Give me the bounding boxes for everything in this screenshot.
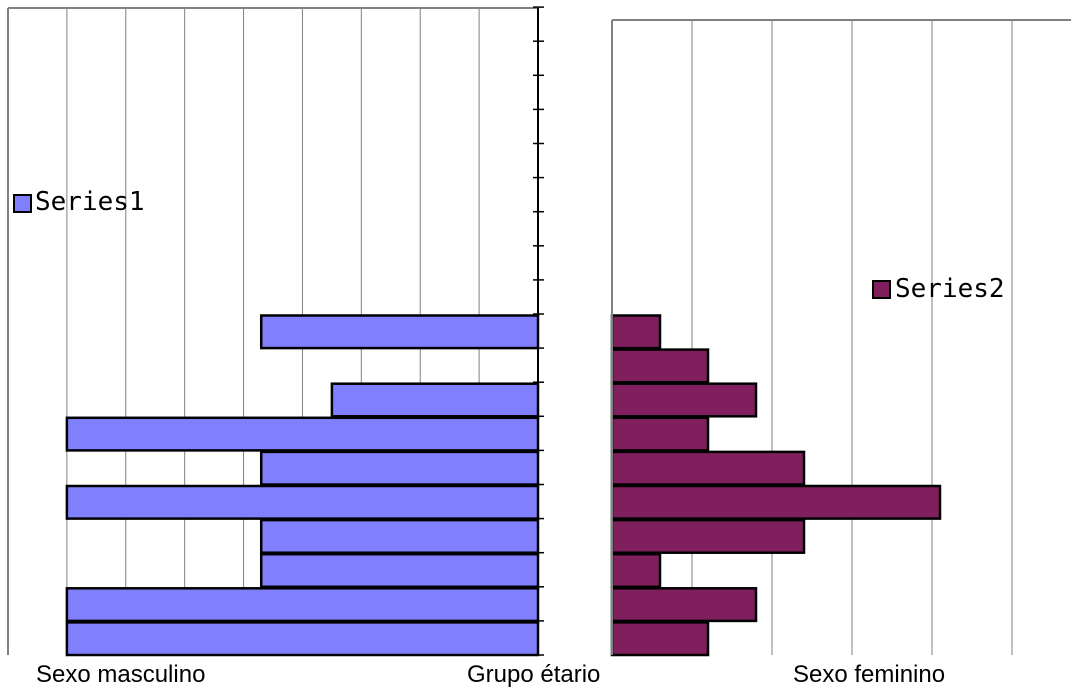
left-bar: [65, 587, 540, 623]
left-bar: [259, 518, 540, 554]
left-x-axis-label: Sexo masculino: [36, 661, 205, 688]
left-bar: [65, 621, 540, 657]
left-bar: [259, 314, 540, 350]
right-bar: [610, 450, 806, 486]
right-chart-bars: [610, 314, 942, 657]
right-bar: [610, 382, 758, 418]
left-bar: [65, 416, 540, 452]
center-axis-label: Grupo étario: [467, 661, 600, 688]
right-bar: [610, 348, 710, 384]
right-bar: [610, 552, 662, 589]
left-legend-swatch: [13, 194, 32, 213]
left-bar: [65, 484, 540, 520]
right-bar: [610, 587, 758, 623]
right-legend-label: Series2: [895, 274, 1005, 304]
right-bar: [610, 314, 662, 350]
left-bar: [259, 552, 540, 589]
right-bar: [610, 518, 806, 554]
left-chart-bars: [65, 314, 540, 657]
left-bar: [259, 450, 540, 486]
right-bar: [610, 484, 942, 520]
left-bar: [330, 382, 540, 418]
right-chart-gridlines: [691, 20, 1013, 655]
left-legend-label: Series1: [35, 187, 145, 217]
chart-axes: [7, 6, 1071, 656]
right-bar: [610, 416, 710, 452]
right-x-axis-label: Sexo feminino: [793, 661, 945, 688]
right-bar: [610, 621, 710, 657]
left-legend: Series1: [13, 187, 145, 217]
right-legend: Series2: [872, 274, 1005, 304]
right-legend-swatch: [872, 280, 891, 299]
